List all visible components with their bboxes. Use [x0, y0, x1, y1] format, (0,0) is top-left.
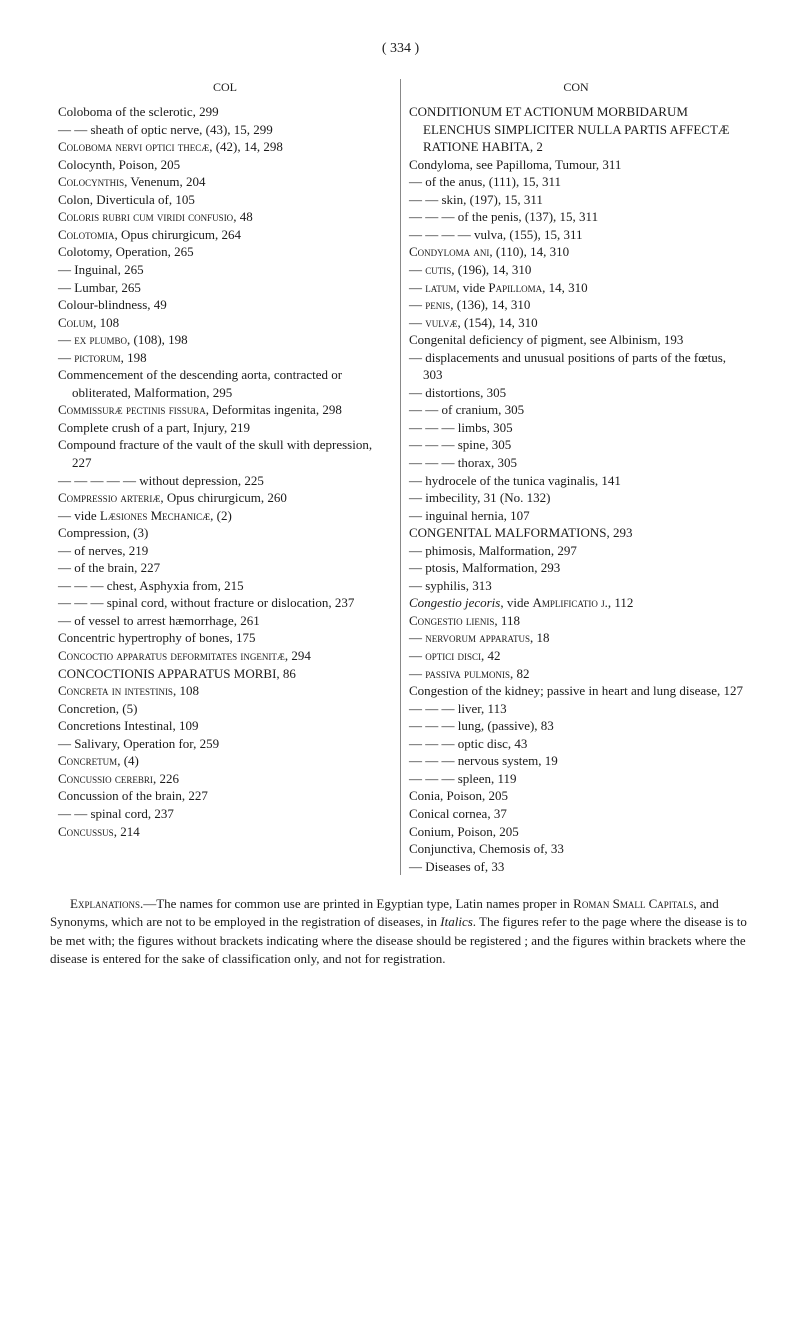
index-entry: — — — nervous system, 19	[409, 752, 743, 770]
index-entry: — — spinal cord, 237	[58, 805, 392, 823]
index-entry: — — sheath of optic nerve, (43), 15, 299	[58, 121, 392, 139]
index-entry: Condyloma, see Papilloma, Tumour, 311	[409, 156, 743, 174]
explanations-footer: Explanations.—The names for common use a…	[50, 895, 751, 968]
index-entry: Conical cornea, 37	[409, 805, 743, 823]
index-entry: Conia, Poison, 205	[409, 787, 743, 805]
index-entry: Colocynth, Poison, 205	[58, 156, 392, 174]
index-entry: Compressio arteriæ, Opus chirurgicum, 26…	[58, 489, 392, 507]
index-entry: — penis, (136), 14, 310	[409, 296, 743, 314]
index-entry: — syphilis, 313	[409, 577, 743, 595]
index-entry: Conjunctiva, Chemosis of, 33	[409, 840, 743, 858]
index-entry: — Lumbar, 265	[58, 279, 392, 297]
left-column-header: COL	[58, 79, 392, 95]
index-entry: — — — of the penis, (137), 15, 311	[409, 208, 743, 226]
index-entry: — optici disci, 42	[409, 647, 743, 665]
index-entry: Colocynthis, Venenum, 204	[58, 173, 392, 191]
index-entry: — — — thorax, 305	[409, 454, 743, 472]
index-entry: — displacements and unusual positions of…	[409, 349, 743, 384]
index-entry: Congestio jecoris, vide Amplificatio j.,…	[409, 594, 743, 612]
index-entry: — — — chest, Asphyxia from, 215	[58, 577, 392, 595]
index-entry: Colour-blindness, 49	[58, 296, 392, 314]
index-entry: — of nerves, 219	[58, 542, 392, 560]
index-entry: — cutis, (196), 14, 310	[409, 261, 743, 279]
index-entry: — Diseases of, 33	[409, 858, 743, 876]
index-entry: — of vessel to arrest hæmorrhage, 261	[58, 612, 392, 630]
left-column: COL Coloboma of the sclerotic, 299— — sh…	[50, 79, 401, 875]
index-entry: — pictorum, 198	[58, 349, 392, 367]
index-entry: Conium, Poison, 205	[409, 823, 743, 841]
right-entries-container: CONDITIONUM ET ACTIONUM MORBIDARUM ELENC…	[409, 103, 743, 875]
index-entry: Concreta in intestinis, 108	[58, 682, 392, 700]
index-entry: Condyloma ani, (110), 14, 310	[409, 243, 743, 261]
index-entry: Concretions Intestinal, 109	[58, 717, 392, 735]
index-entry: — — of cranium, 305	[409, 401, 743, 419]
index-entry: Concussion of the brain, 227	[58, 787, 392, 805]
index-entry: Commencement of the descending aorta, co…	[58, 366, 392, 401]
index-entry: Compound fracture of the vault of the sk…	[58, 436, 392, 471]
index-entry: Concentric hypertrophy of bones, 175	[58, 629, 392, 647]
index-entry: CONGENITAL MALFORMATIONS, 293	[409, 524, 743, 542]
index-entry: Congenital deficiency of pigment, see Al…	[409, 331, 743, 349]
right-column: CON CONDITIONUM ET ACTIONUM MORBIDARUM E…	[401, 79, 751, 875]
index-entry: Concoctio apparatus deformitates ingenit…	[58, 647, 392, 665]
index-entry: — imbecility, 31 (No. 132)	[409, 489, 743, 507]
index-entry: — — — — — without depression, 225	[58, 472, 392, 490]
index-entry: — of the anus, (111), 15, 311	[409, 173, 743, 191]
index-entry: Coloboma of the sclerotic, 299	[58, 103, 392, 121]
index-entry: CONCOCTIONIS APPARATUS MORBI, 86	[58, 665, 392, 683]
index-entry: Concretion, (5)	[58, 700, 392, 718]
index-entry: — — — — vulva, (155), 15, 311	[409, 226, 743, 244]
right-column-header: CON	[409, 79, 743, 95]
page-number: ( 334 )	[50, 40, 751, 59]
index-entry: Colon, Diverticula of, 105	[58, 191, 392, 209]
index-entry: — — — spine, 305	[409, 436, 743, 454]
index-entry: — — — lung, (passive), 83	[409, 717, 743, 735]
index-entry: Coloris rubri cum viridi confusio, 48	[58, 208, 392, 226]
index-entry: — phimosis, Malformation, 297	[409, 542, 743, 560]
index-entry: Concussio cerebri, 226	[58, 770, 392, 788]
index-entry: — Inguinal, 265	[58, 261, 392, 279]
index-entry: Colotomia, Opus chirurgicum, 264	[58, 226, 392, 244]
index-entry: — — skin, (197), 15, 311	[409, 191, 743, 209]
index-entry: Complete crush of a part, Injury, 219	[58, 419, 392, 437]
index-entry: — latum, vide Papilloma, 14, 310	[409, 279, 743, 297]
left-entries-container: Coloboma of the sclerotic, 299— — sheath…	[58, 103, 392, 840]
index-entry: — — — spinal cord, without fracture or d…	[58, 594, 392, 612]
index-entry: — — — limbs, 305	[409, 419, 743, 437]
index-entry: — passiva pulmonis, 82	[409, 665, 743, 683]
index-entry: — hydrocele of the tunica vaginalis, 141	[409, 472, 743, 490]
index-entry: Commissuræ pectinis fissura, Deformitas …	[58, 401, 392, 419]
index-entry: Coloboma nervi optici thecæ, (42), 14, 2…	[58, 138, 392, 156]
index-columns: COL Coloboma of the sclerotic, 299— — sh…	[50, 79, 751, 875]
index-entry: — ex plumbo, (108), 198	[58, 331, 392, 349]
index-entry: — vide Læsiones Mechanicæ, (2)	[58, 507, 392, 525]
index-entry: — — — spleen, 119	[409, 770, 743, 788]
index-entry: — Salivary, Operation for, 259	[58, 735, 392, 753]
index-entry: Colotomy, Operation, 265	[58, 243, 392, 261]
index-entry: — — — optic disc, 43	[409, 735, 743, 753]
index-entry: Congestion of the kidney; passive in hea…	[409, 682, 743, 700]
index-entry: — — — liver, 113	[409, 700, 743, 718]
index-entry: — inguinal hernia, 107	[409, 507, 743, 525]
index-entry: — of the brain, 227	[58, 559, 392, 577]
index-entry: Colum, 108	[58, 314, 392, 332]
index-entry: Compression, (3)	[58, 524, 392, 542]
index-entry: — vulvæ, (154), 14, 310	[409, 314, 743, 332]
index-entry: CONDITIONUM ET ACTIONUM MORBIDARUM ELENC…	[409, 103, 743, 156]
index-entry: Concussus, 214	[58, 823, 392, 841]
index-entry: — distortions, 305	[409, 384, 743, 402]
index-entry: — ptosis, Malformation, 293	[409, 559, 743, 577]
index-entry: Concretum, (4)	[58, 752, 392, 770]
index-entry: — nervorum apparatus, 18	[409, 629, 743, 647]
index-entry: Congestio lienis, 118	[409, 612, 743, 630]
